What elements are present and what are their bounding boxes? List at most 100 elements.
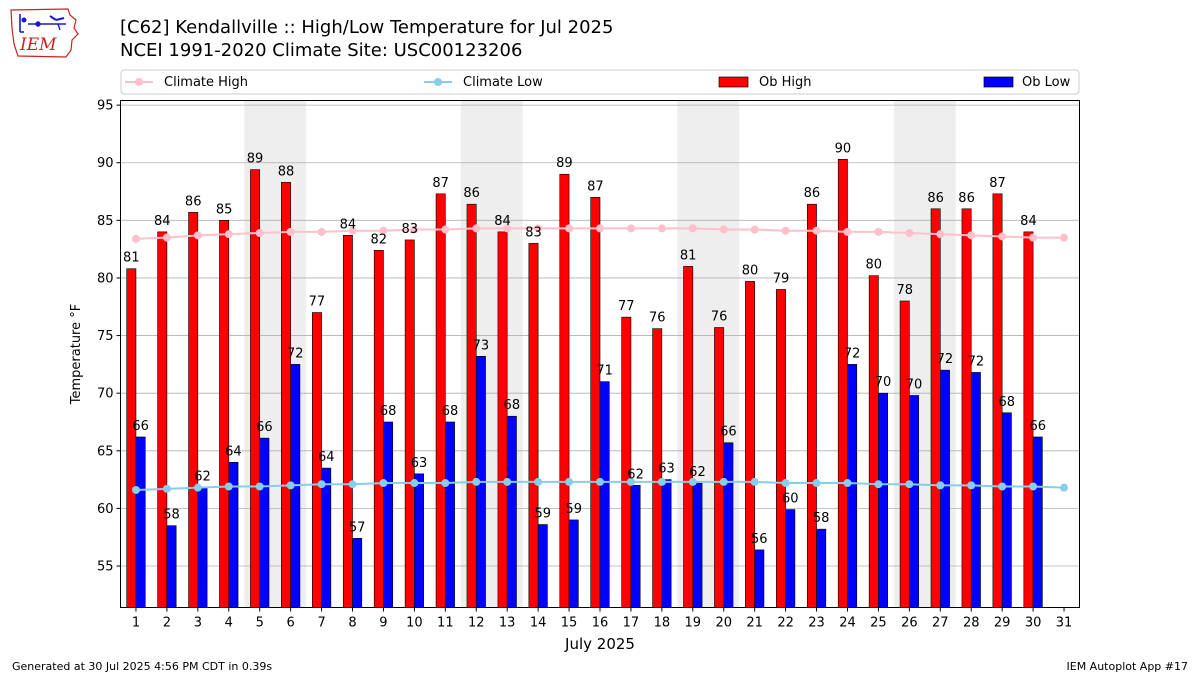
- ob-low-label: 62: [689, 465, 706, 480]
- ob-low-label: 64: [318, 450, 335, 465]
- x-tick-label: 8: [348, 616, 356, 631]
- x-tick-label: 12: [468, 616, 485, 631]
- climate-low-point: [843, 479, 852, 488]
- x-tick-label: 6: [287, 616, 295, 631]
- ob-low-bar: [816, 528, 827, 608]
- ob-low-label: 71: [596, 364, 613, 379]
- climate-low-point: [193, 483, 202, 492]
- ob-high-bar: [219, 220, 230, 608]
- ob-high-label: 77: [309, 295, 326, 310]
- climate-high-point: [441, 225, 450, 234]
- climate-high-point: [812, 226, 821, 235]
- ob-high-label: 76: [649, 311, 666, 326]
- climate-high-point: [193, 231, 202, 240]
- ob-high-label: 89: [556, 156, 573, 171]
- bar-labels: 81 84 86 85 89 88 77 84 82 83 87 86 84 83 89 87 77 76 81 76…: [123, 141, 1046, 547]
- ob-low-bar: [1001, 412, 1012, 608]
- ob-high-bar: [930, 208, 941, 608]
- climate-low-point: [596, 477, 604, 486]
- x-tick-label: 9: [379, 616, 387, 631]
- ob-low-label: 58: [163, 508, 180, 523]
- ob-low-bar: [723, 442, 734, 608]
- ob-low-label: 66: [256, 420, 273, 435]
- climate-low-point: [503, 477, 512, 486]
- x-tick-label: 14: [530, 616, 547, 631]
- ob-low-bar: [878, 392, 889, 608]
- legend-ob-high-label: Ob High: [759, 75, 812, 90]
- ob-low-label: 66: [720, 425, 737, 440]
- y-tick-label: 75: [97, 329, 114, 344]
- ob-high-label: 79: [773, 271, 790, 286]
- x-tick-label: 18: [654, 616, 671, 631]
- climate-high-point: [596, 224, 604, 233]
- iem-logo-text: IEM: [19, 35, 57, 55]
- ob-low-bar: [445, 421, 455, 608]
- ob-high-label: 78: [896, 283, 913, 298]
- ob-high-label: 84: [494, 214, 511, 229]
- ob-high-bar: [404, 239, 415, 608]
- climate-low-point: [626, 477, 635, 486]
- climate-high-point: [874, 227, 883, 236]
- y-tick-label: 90: [97, 156, 114, 171]
- ob-low-label: 68: [504, 398, 521, 413]
- ob-high-bar: [683, 266, 694, 608]
- ob-low-label: 72: [968, 354, 985, 369]
- climate-high-point: [998, 232, 1007, 241]
- legend-climate-low-marker: [434, 78, 442, 86]
- iowa-outline: [10, 8, 79, 58]
- ob-high-label: 76: [711, 309, 728, 324]
- legend-climate-high-label: Climate High: [164, 75, 248, 90]
- bars: [126, 158, 1043, 608]
- ob-low-bar: [909, 395, 919, 608]
- ob-high-bar: [961, 208, 972, 608]
- x-tick-label: 13: [499, 616, 516, 631]
- climate-low-point: [1029, 482, 1038, 491]
- legend: Climate High Climate Low Ob High Ob Low: [120, 69, 1080, 95]
- climate-high-point: [781, 226, 790, 235]
- x-tick-label: 31: [1056, 616, 1073, 631]
- ob-high-label: 88: [278, 164, 295, 179]
- ob-high-label: 82: [371, 232, 388, 247]
- ob-low-label: 62: [194, 470, 211, 485]
- x-tick-label: 29: [994, 616, 1011, 631]
- y-tick-label: 70: [97, 387, 114, 402]
- x-tick-label: 5: [256, 616, 264, 631]
- climate-high-point: [750, 225, 759, 234]
- climate-low-point: [936, 481, 945, 490]
- ob-low-bar: [506, 415, 517, 608]
- ob-low-bar: [754, 549, 765, 608]
- climate-low-point: [967, 481, 976, 490]
- x-tick-label: 15: [561, 616, 578, 631]
- ob-low-bar: [135, 436, 146, 608]
- ob-low-label: 59: [565, 502, 582, 517]
- ob-high-bar: [497, 231, 508, 608]
- ob-low-bar: [970, 372, 981, 608]
- legend-frame: [120, 69, 1080, 95]
- climate-low-point: [565, 477, 574, 486]
- x-tick-label: 27: [932, 616, 949, 631]
- legend-ob-high-swatch: [718, 76, 749, 88]
- climate-low-point: [255, 482, 264, 491]
- climate-low-point: [750, 477, 759, 486]
- ob-high-label: 81: [123, 251, 140, 266]
- climate-high-point: [843, 227, 852, 236]
- ob-low-label: 68: [999, 395, 1016, 410]
- x-tick-label: 7: [317, 616, 325, 631]
- ob-high-label: 86: [463, 186, 480, 201]
- ob-low-bar: [259, 437, 270, 608]
- ob-high-bar: [745, 281, 755, 608]
- x-tick-label: 2: [163, 616, 171, 631]
- y-tick-label: 95: [97, 99, 114, 114]
- climate-high-point: [534, 224, 543, 233]
- ob-low-bar: [1032, 436, 1043, 608]
- ob-low-bar: [166, 525, 177, 608]
- ob-high-bar: [899, 300, 910, 608]
- ob-high-bar: [373, 249, 384, 608]
- legend-climate-high-marker: [135, 78, 143, 86]
- climate-high-point: [317, 227, 326, 236]
- climate-high-point: [719, 225, 728, 234]
- climate-high-point: [410, 225, 419, 234]
- x-tick-label: 23: [808, 616, 825, 631]
- ob-low-label: 72: [937, 352, 954, 367]
